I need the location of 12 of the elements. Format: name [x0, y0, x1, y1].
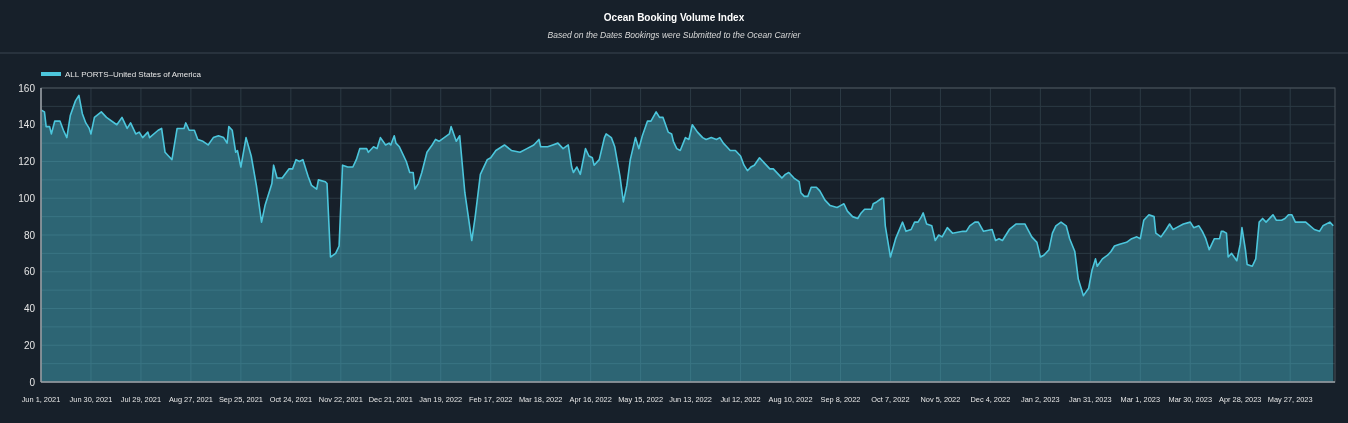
- legend-label: ALL PORTS–United States of America: [65, 69, 202, 79]
- chart-subtitle: Based on the Dates Bookings were Submitted to the Ocean Carrier: [547, 30, 802, 40]
- y-tick-label: 80: [23, 229, 36, 241]
- y-tick-label: 40: [23, 303, 36, 314]
- y-tick-label: 140: [18, 119, 36, 131]
- y-tick-label: 160: [18, 82, 36, 94]
- chart-title: Ocean Booking Volume Index: [603, 12, 745, 23]
- y-tick-label: 0: [29, 376, 36, 388]
- y-tick-label: 120: [18, 156, 36, 167]
- y-tick-label: 20: [23, 339, 36, 351]
- y-tick-label: 60: [23, 266, 36, 278]
- y-tick-label: 100: [18, 192, 36, 204]
